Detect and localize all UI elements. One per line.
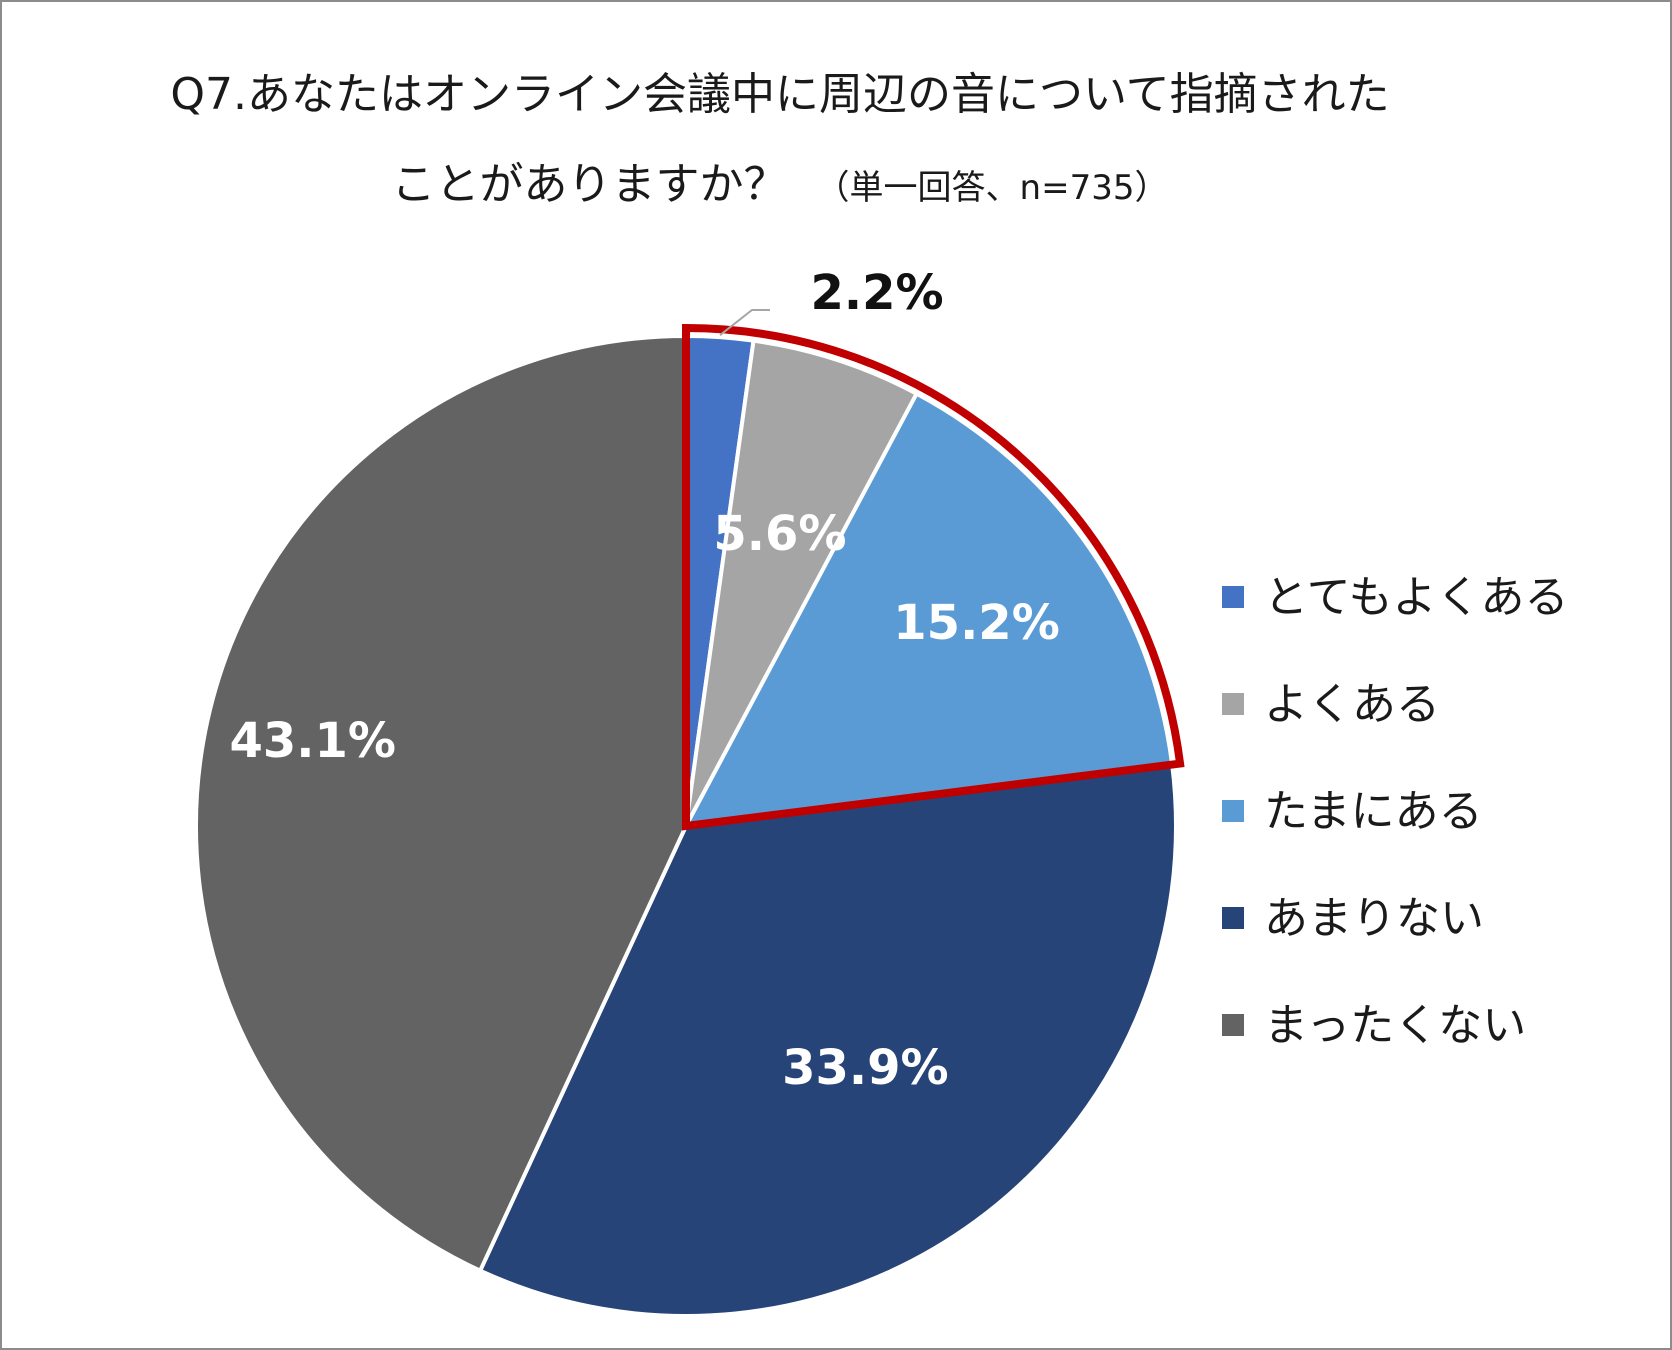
legend-label-5: まったくない [1264, 1000, 1527, 1051]
legend-label-4: あまりない [1264, 893, 1484, 944]
legend-swatch-5 [1222, 1014, 1244, 1036]
chart-title-line2: ことがありますか？ （単一回答、n=735） [0, 148, 1560, 212]
pie-slice-2 [684, 338, 919, 828]
title-text-line1: Q7.あなたはオンライン会議中に周辺の音について指摘された [170, 69, 1390, 120]
pie-slice-5 [194, 334, 688, 1273]
data-label-5: 43.1% [229, 713, 396, 769]
data-label-3: 15.2% [893, 595, 1060, 651]
title-text-line2: ことがありますか？ [391, 159, 788, 210]
leader-line-1 [719, 309, 770, 336]
legend-label-3: たまにある [1264, 786, 1483, 837]
legend-swatch-2 [1222, 693, 1244, 715]
legend-swatch-4 [1222, 907, 1244, 929]
highlight-outline [682, 323, 1185, 831]
chart-title-line1: Q7.あなたはオンライン会議中に周辺の音について指摘された [0, 58, 1560, 122]
pie-slice-3 [684, 391, 1175, 828]
data-label-2: 5.6% [713, 506, 846, 562]
legend-label-2: よくある [1264, 679, 1440, 730]
pie-slice-4 [478, 762, 1178, 1318]
title-note: （単一回答、n=735） [815, 168, 1169, 208]
legend-swatch-1 [1222, 586, 1244, 608]
data-label-4: 33.9% [782, 1040, 949, 1096]
data-label-1: 2.2% [810, 265, 943, 321]
legend-label-1: とてもよくある [1264, 572, 1569, 623]
legend-swatch-3 [1222, 800, 1244, 822]
